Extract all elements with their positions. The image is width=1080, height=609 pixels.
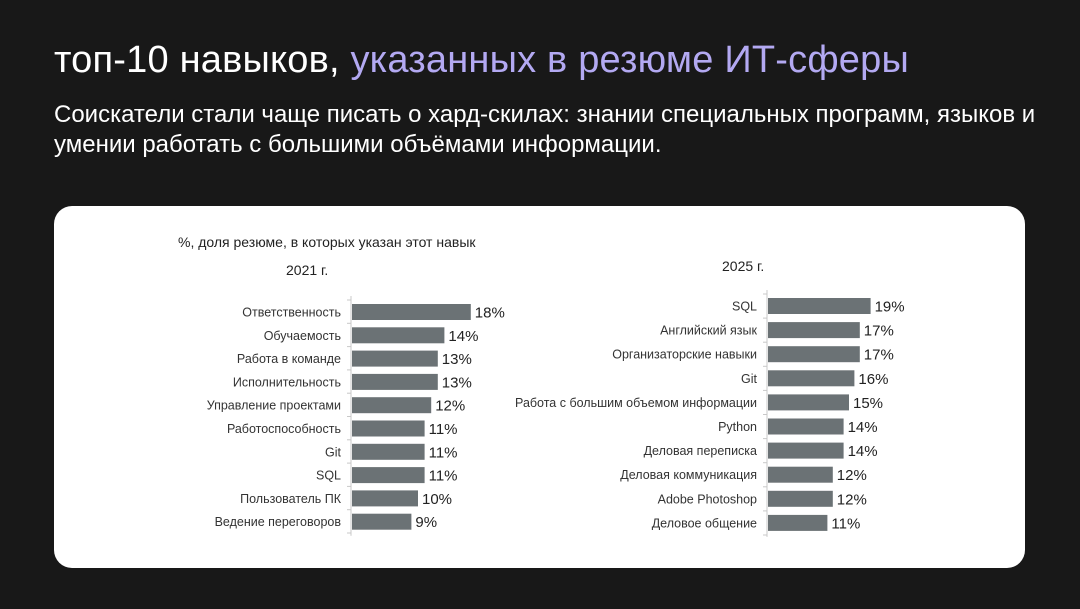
- chart-2025-category-label: Организаторские навыки: [612, 348, 757, 362]
- chart-2021-value-label: 11%: [429, 444, 458, 461]
- chart-2025-bar: [768, 466, 833, 483]
- chart-2021-bar: [352, 350, 438, 367]
- chart-2021-category-label: Управление проектами: [207, 399, 341, 413]
- chart-2021-category-label: Git: [325, 445, 342, 459]
- chart-2021-category-label: Обучаемость: [264, 329, 341, 343]
- chart-2021-value-label: 12%: [435, 398, 465, 415]
- title-part-1: топ-10 навыков,: [54, 39, 340, 81]
- chart-2025-category-label: SQL: [732, 300, 757, 314]
- chart-2021-category-label: Пользователь ПК: [240, 492, 342, 506]
- chart-2021-category-label: Исполнительность: [233, 375, 341, 389]
- chart-2021-bar: [352, 327, 445, 344]
- chart-2025-bar: [768, 370, 855, 387]
- chart-2025-category-label: Деловое общение: [652, 516, 757, 530]
- chart-2021-value-label: 11%: [429, 468, 458, 485]
- chart-2021-value-label: 10%: [422, 491, 452, 508]
- chart-2025-value-label: 14%: [848, 443, 878, 460]
- chart-2021-bar: [352, 490, 418, 507]
- chart-caption: %, доля резюме, в которых указан этот на…: [178, 234, 476, 250]
- chart-2025-value-label: 16%: [858, 371, 888, 388]
- chart-2025-category-label: Английский язык: [660, 324, 757, 338]
- chart-2025-bar: [768, 322, 860, 339]
- chart-2025-bar: [768, 514, 828, 531]
- chart-2025-value-label: 12%: [837, 467, 867, 484]
- chart-2021-bar: [352, 467, 425, 484]
- chart-2025-bar: [768, 394, 849, 411]
- chart-2021-bar: [352, 513, 412, 530]
- chart-2025-category-label: Деловая переписка: [644, 444, 757, 458]
- chart-2025-value-label: 11%: [831, 515, 860, 532]
- chart-2021-category-label: Работоспособность: [227, 422, 341, 436]
- chart-2021-bar: [352, 304, 471, 320]
- chart-2025-category-label: Python: [718, 420, 757, 434]
- chart-2021-value-label: 9%: [415, 514, 437, 531]
- chart-2021-value-label: 14%: [448, 328, 478, 345]
- chart-2025-category-label: Git: [741, 372, 758, 386]
- chart-2025-value-label: 17%: [864, 347, 894, 364]
- chart-2025-bar: [768, 490, 833, 507]
- chart-2021-value-label: 13%: [442, 374, 472, 391]
- page-subtitle: Соискатели стали чаще писать о хард-скил…: [54, 101, 1036, 158]
- chart-2021-value-label: 13%: [442, 351, 472, 368]
- chart-2025-bar: [768, 418, 844, 435]
- chart-2025-bar: [768, 442, 844, 459]
- chart-2025-value-label: 17%: [864, 323, 894, 340]
- chart-2025-value-label: 15%: [853, 395, 883, 412]
- chart-2025-category-label: Adobe Photoshop: [658, 492, 757, 506]
- title-part-2-accent: указанных в резюме ИТ-сферы: [350, 39, 909, 81]
- chart-2025-category-label: Деловая коммуникация: [620, 468, 757, 482]
- chart-2021-value-label: 11%: [429, 421, 458, 438]
- chart-2021-bar: [352, 420, 425, 437]
- chart-2025-value-label: 14%: [848, 419, 878, 436]
- page-title: топ-10 навыков, указанных в резюме ИТ-сф…: [54, 39, 909, 82]
- chart-2021-category-label: Ведение переговоров: [215, 515, 342, 529]
- chart-2021-category-label: Ответственность: [242, 306, 341, 320]
- chart-2025-title: 2025 г.: [722, 258, 765, 274]
- chart-2025-value-label: 19%: [875, 299, 905, 316]
- chart-2025-category-label: Работа с большим объемом информации: [515, 396, 757, 410]
- chart-2025-bar: [768, 346, 860, 363]
- chart-2021-category-label: SQL: [316, 469, 341, 483]
- chart-2021-bar: [352, 397, 432, 414]
- chart-card: %, доля резюме, в которых указан этот на…: [54, 206, 1025, 568]
- chart-2021-bar: [352, 443, 425, 460]
- chart-2021-value-label: 18%: [475, 305, 505, 322]
- chart-2025-value-label: 12%: [837, 491, 867, 508]
- chart-2021-title: 2021 г.: [286, 262, 329, 278]
- chart-2025-bar: [768, 298, 871, 314]
- chart-2021-bar: [352, 373, 438, 390]
- bar-charts: Ответственность 18% Обучаемость 14% Работа в…: [207, 290, 905, 537]
- chart-2021-category-label: Работа в команде: [237, 352, 341, 366]
